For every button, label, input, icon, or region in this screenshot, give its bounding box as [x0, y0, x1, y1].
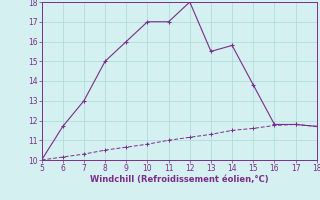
X-axis label: Windchill (Refroidissement éolien,°C): Windchill (Refroidissement éolien,°C) — [90, 175, 268, 184]
